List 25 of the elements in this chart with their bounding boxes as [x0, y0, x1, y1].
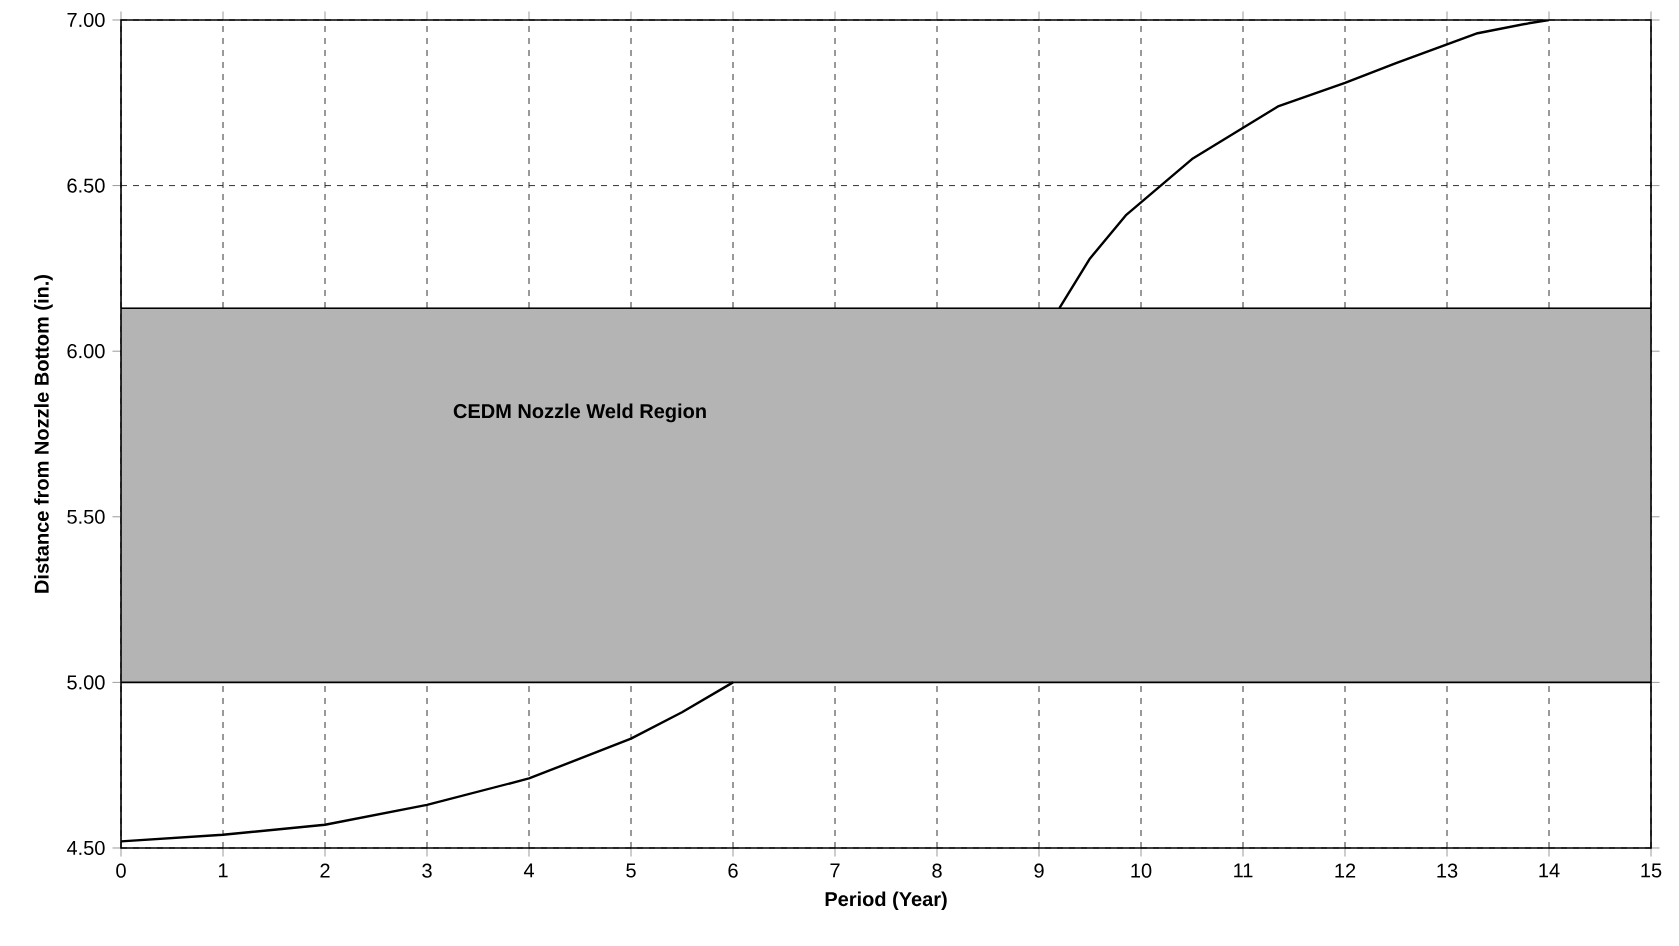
y-axis-title: Distance from Nozzle Bottom (in.) — [34, 274, 53, 593]
x-tick-label: 10 — [1131, 863, 1152, 878]
x-tick-label: 2 — [320, 863, 330, 878]
x-tick-label: 6 — [728, 863, 738, 878]
y-tick-label: 5.00 — [67, 675, 105, 690]
y-tick-label: 7.00 — [67, 12, 105, 28]
x-tick-label: 14 — [1539, 863, 1560, 878]
x-tick-label: 4 — [523, 863, 534, 878]
x-axis-title: Period (Year) — [825, 891, 947, 911]
y-tick-label: 4.50 — [66, 840, 105, 856]
x-tick-label: 1 — [218, 863, 228, 878]
x-tick-label: 8 — [932, 863, 942, 878]
x-tick-label: 11 — [1234, 863, 1253, 878]
x-tick-label: 3 — [422, 863, 432, 878]
band-label: CEDM Nozzle Weld Region — [453, 403, 706, 423]
x-tick-label: 13 — [1437, 863, 1458, 878]
y-tick-label: 5.50 — [67, 509, 105, 524]
x-tick-label: 7 — [830, 863, 840, 878]
x-tick-label: 0 — [116, 863, 126, 878]
x-tick-label: 12 — [1335, 863, 1356, 878]
y-tick-label: 6.50 — [67, 178, 105, 193]
x-tick-label: 9 — [1034, 863, 1044, 878]
x-tick-label: 5 — [626, 863, 636, 878]
y-tick-label: 6.00 — [67, 344, 105, 359]
x-tick-label: 15 — [1641, 863, 1662, 878]
